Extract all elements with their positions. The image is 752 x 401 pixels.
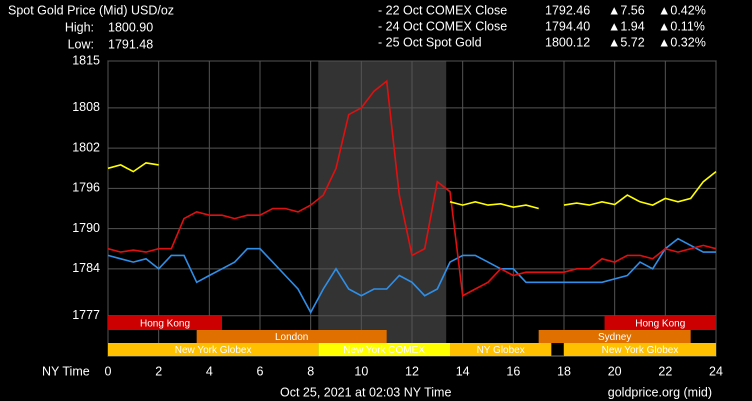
legend-change: ▲1.94 [608, 19, 645, 33]
x-tick-label: 16 [506, 364, 520, 378]
stat-label: Low: [68, 37, 94, 51]
session-label: Sydney [598, 332, 631, 343]
legend-change: ▲5.72 [608, 35, 645, 49]
x-axis-label: NY Time [42, 364, 90, 378]
price-line [107, 237, 716, 315]
session-bar [604, 316, 716, 330]
stat-value: 1800.90 [108, 20, 153, 34]
chart-title: Spot Gold Price (Mid) USD/oz [8, 3, 174, 17]
session-bar [318, 343, 450, 356]
session-bar [196, 330, 387, 343]
y-tick-label: 1796 [72, 181, 100, 195]
x-tick-label: 0 [105, 364, 112, 378]
legend-name: - 22 Oct COMEX Close [378, 3, 507, 17]
x-tick-label: 2 [155, 364, 162, 378]
session-label: New York COMEX [343, 345, 425, 356]
shaded-range [318, 61, 447, 356]
session-label: New York Globex [602, 345, 679, 356]
y-tick-label: 1784 [72, 261, 100, 275]
x-tick-label: 20 [608, 364, 622, 378]
x-tick-label: 24 [709, 364, 723, 378]
session-label: NY Globex [477, 345, 525, 356]
price-line [563, 170, 717, 206]
session-label: New York Globex [175, 345, 252, 356]
y-tick-label: 1808 [72, 100, 100, 114]
x-tick-label: 4 [206, 364, 213, 378]
y-tick-label: 1777 [72, 308, 100, 322]
y-tick-label: 1802 [72, 140, 100, 154]
x-tick-label: 14 [456, 364, 470, 378]
legend-pct: ▲0.32% [658, 35, 706, 49]
legend-close: 1794.40 [545, 19, 590, 33]
price-line [449, 200, 539, 210]
session-bar [450, 343, 552, 356]
legend-pct: ▲0.42% [658, 3, 706, 17]
session-bar [108, 316, 222, 330]
x-tick-label: 12 [405, 364, 419, 378]
footer-date: Oct 25, 2021 at 02:03 NY Time [280, 385, 451, 399]
stat-label: High: [65, 20, 94, 34]
x-tick-label: 22 [658, 364, 672, 378]
price-line [107, 162, 159, 173]
price-line [107, 79, 717, 297]
session-label: London [275, 332, 308, 343]
session-bar [564, 343, 716, 356]
session-label: Hong Kong [635, 319, 685, 330]
x-tick-label: 6 [257, 364, 264, 378]
legend-name: - 24 Oct COMEX Close [378, 19, 507, 33]
footer-source: goldprice.org (mid) [608, 385, 712, 399]
legend-close: 1800.12 [545, 35, 590, 49]
legend-name: - 25 Oct Spot Gold [378, 35, 482, 49]
legend-pct: ▲0.11% [658, 19, 705, 33]
x-tick-label: 10 [354, 364, 368, 378]
stat-value: 1791.48 [108, 37, 153, 51]
x-tick-label: 18 [557, 364, 571, 378]
session-label: Hong Kong [140, 319, 190, 330]
legend-change: ▲7.56 [608, 3, 645, 17]
x-tick-label: 8 [307, 364, 314, 378]
y-tick-label: 1790 [72, 221, 100, 235]
session-bar [538, 330, 691, 343]
legend-close: 1792.46 [545, 3, 590, 17]
session-bar [108, 343, 319, 356]
y-tick-label: 1815 [72, 53, 100, 67]
